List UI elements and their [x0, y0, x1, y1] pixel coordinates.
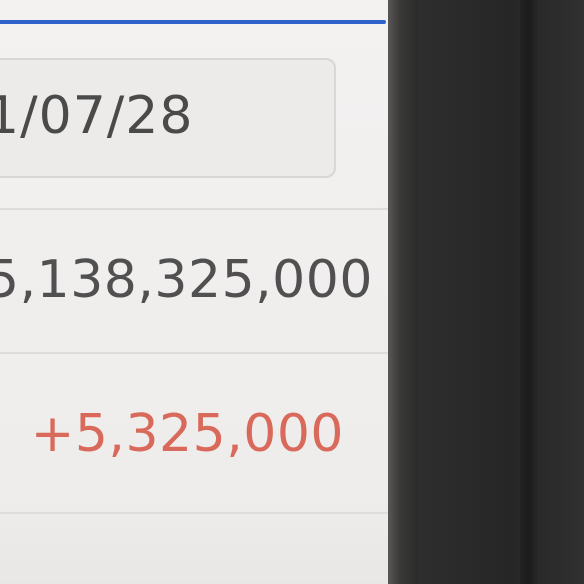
- row-divider: [0, 352, 392, 354]
- row-divider: [0, 208, 392, 210]
- balance-value: 5,138,325,000: [0, 250, 373, 310]
- date-value: 1/07/28: [0, 86, 194, 146]
- bottom-fade: [0, 500, 392, 584]
- device-seam: [520, 0, 538, 584]
- app-screen: 1/07/28 5,138,325,000 +5,325,000: [0, 0, 392, 584]
- device-bezel: [418, 0, 584, 584]
- active-tab-indicator: [0, 20, 386, 24]
- tab-bar: [0, 0, 392, 26]
- change-value: +5,325,000: [30, 404, 344, 464]
- date-field[interactable]: [0, 58, 336, 178]
- device-bezel-edge: [388, 0, 418, 584]
